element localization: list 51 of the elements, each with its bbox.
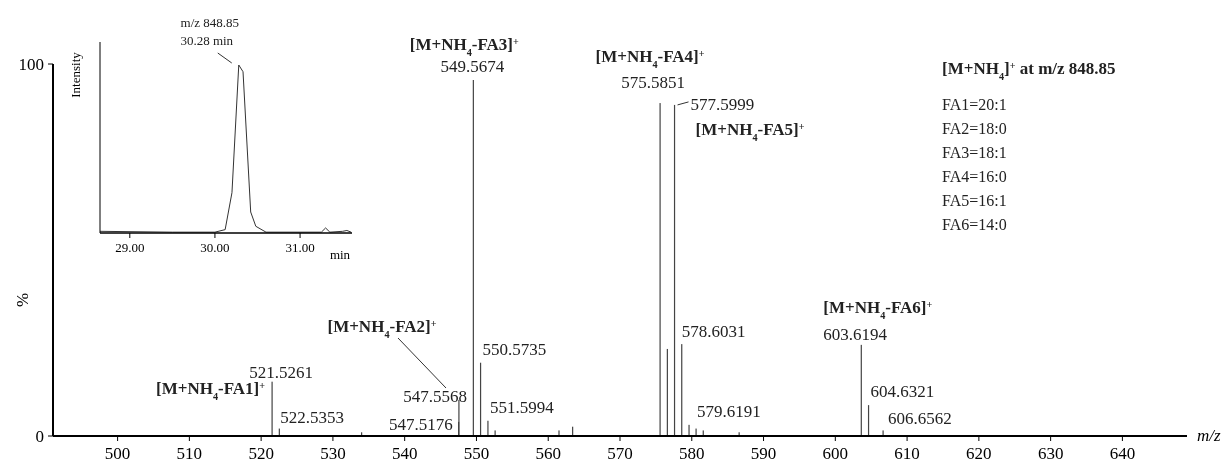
x-axis-title: m/z <box>1197 426 1221 445</box>
annotation: FA3=18:1 <box>942 144 1007 161</box>
annotation: [M+NH$_{4}$-FA2]$^{+}$ <box>327 317 437 340</box>
x-tick-label: 500 <box>104 444 131 463</box>
x-tick-label: 580 <box>679 444 705 463</box>
annotation: [M+NH$_{4}$-FA3]$^{+}$ <box>409 35 520 58</box>
x-tick-label: 530 <box>320 444 346 463</box>
annotation: 606.6562 <box>888 409 952 429</box>
x-tick-label: 520 <box>248 444 274 463</box>
annotation: 550.5735 <box>482 339 547 359</box>
x-tick-label: 540 <box>391 444 418 463</box>
annotation: FA2=18:0 <box>942 120 1007 137</box>
annotation: 547.5176 <box>388 414 453 434</box>
annotation: [M+NH$_{4}$-FA5]$^{+}$ <box>695 119 805 143</box>
x-tick-label: 600 <box>822 444 849 463</box>
annotation: m/z 848.85 <box>180 15 240 30</box>
annotation: 604.6321 <box>870 382 935 402</box>
annotation: 603.6194 <box>823 324 888 344</box>
annotation: 578.6031 <box>681 322 746 342</box>
x-tick-label: 31.00 <box>285 240 315 255</box>
annotation: [M+NH$_{4}$-FA6]$^{+}$ <box>823 297 933 321</box>
x-axis-title: min <box>329 247 351 262</box>
x-tick-label: 620 <box>966 444 992 463</box>
x-tick-label: 570 <box>607 444 633 463</box>
x-tick-label: 630 <box>1037 444 1064 463</box>
annotation: 579.6191 <box>697 401 761 421</box>
annotation: FA1=20:1 <box>942 96 1007 113</box>
annotation: 30.28 min <box>180 33 234 48</box>
x-tick-label: 640 <box>1109 444 1136 463</box>
annotation: 577.5999 <box>690 94 755 114</box>
annotation: FA5=16:1 <box>942 192 1007 209</box>
annotation: [M+NH$_{4}$]$^{+}$ at m/z 848.85 <box>942 59 1116 82</box>
annotation: FA4=16:0 <box>942 168 1007 185</box>
x-tick-label: 510 <box>176 444 203 463</box>
y-tick-label: 100 <box>18 55 44 74</box>
y-tick-label: 0 <box>35 427 44 446</box>
annotation: 547.5568 <box>403 386 467 406</box>
annotation: 549.5674 <box>440 57 505 76</box>
annotation: 551.5994 <box>489 397 555 417</box>
annotation: FA6=14:0 <box>942 216 1007 233</box>
x-tick-label: 550 <box>463 444 490 463</box>
x-tick-label: 29.00 <box>115 240 145 255</box>
annotation: [M+NH$_{4}$-FA4]$^{+}$ <box>595 47 705 70</box>
y-axis-title: % <box>13 292 32 308</box>
x-tick-label: 590 <box>750 444 777 463</box>
annotation: 575.5851 <box>621 73 685 93</box>
annotation: 522.5353 <box>280 407 345 427</box>
x-tick-label: 560 <box>535 444 561 463</box>
y-axis-title: Intensity <box>68 51 83 98</box>
x-tick-label: 610 <box>894 444 920 463</box>
x-tick-label: 30.00 <box>200 240 230 255</box>
